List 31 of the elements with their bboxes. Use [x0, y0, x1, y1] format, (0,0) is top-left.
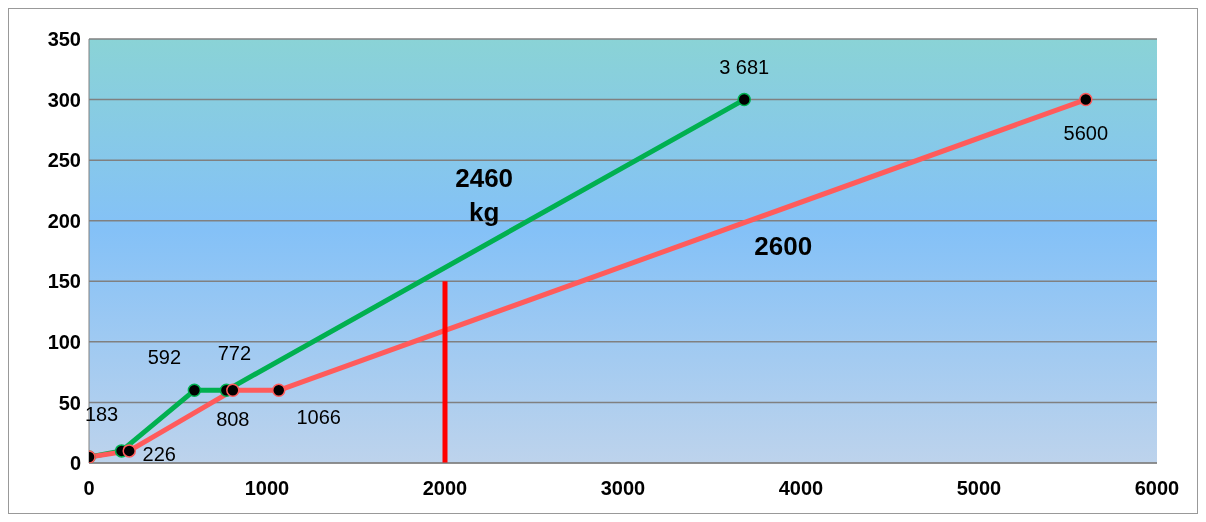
y-tick-label: 0: [69, 452, 81, 475]
x-tick-label: 0: [83, 477, 95, 500]
annotation: 808: [216, 408, 250, 431]
annotation: 5600: [1063, 121, 1109, 144]
point: [1079, 92, 1093, 107]
y-tick-label: 50: [58, 391, 81, 414]
y-tick-label: 200: [47, 209, 81, 232]
y-tick-label: 250: [47, 149, 81, 172]
x-tick-label: 6000: [1134, 477, 1180, 500]
annotation: 772: [217, 342, 252, 365]
x-tick-label: 3000: [600, 477, 646, 500]
y-tick-label: 100: [47, 330, 81, 353]
y-tick-label: 350: [47, 28, 81, 51]
point: [122, 444, 136, 458]
point: [272, 383, 286, 398]
annotation: 2600: [754, 231, 813, 262]
y-tick-label: 300: [47, 88, 81, 111]
annotation: 226: [142, 442, 176, 465]
x-tick-label: 1000: [244, 477, 290, 500]
annotation: 1066: [296, 406, 341, 429]
x-tick-label: 2000: [422, 477, 468, 500]
x-tick-label: 4000: [778, 477, 824, 500]
annotation: 2460 kg: [455, 163, 514, 228]
x-tick-label: 5000: [956, 477, 1002, 500]
point: [226, 383, 240, 398]
annotation: 592: [147, 346, 182, 369]
point: [737, 92, 751, 107]
annotation: 183: [84, 402, 119, 425]
point: [187, 383, 202, 398]
y-tick-label: 150: [47, 270, 81, 293]
annotation: 3 681: [719, 55, 770, 78]
